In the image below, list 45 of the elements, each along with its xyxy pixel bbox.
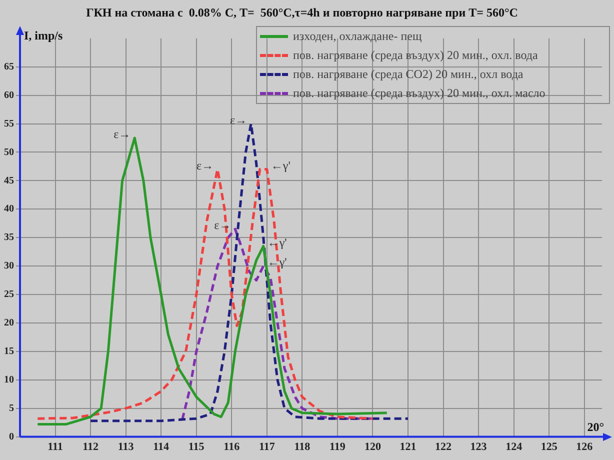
y-tick-label: 5 [9,402,14,414]
annotation: ←γ' [270,158,290,172]
x-tick-label: 111 [48,441,63,454]
y-tick-label: 30 [4,260,14,272]
x-tick-label: 113 [118,441,134,454]
x-axis-title: 20° [587,420,604,434]
legend-label: пов. нагряване (среда въздух) 20 мин., охл. масло [293,86,546,101]
y-tick-label: 35 [4,232,14,244]
x-tick-label: 116 [224,441,240,454]
y-tick-label: 15 [4,346,14,358]
y-tick-label: 60 [4,90,14,101]
annotation: ε→ [196,158,214,172]
x-tick-label: 120 [364,441,382,454]
annotation: ←γ' [267,235,287,250]
y-tick-label: 25 [4,289,14,300]
x-tick-label: 124 [506,441,523,454]
y-tick-label: 45 [4,175,14,186]
chart-title: ГКН на стомана с 0.08% С, Т= 560°С,τ=4h и повторно нагряване при Т= 560°С [86,5,518,20]
x-tick-label: 119 [330,441,346,454]
y-tick-label: 65 [4,61,14,72]
legend-label: пов. нагряване (среда CO2) 20 мин., охл вода [293,67,524,82]
x-tick-label: 114 [153,441,170,454]
x-tick-label: 125 [540,441,558,454]
line-series [89,122,410,422]
y-axis-title: I, imp/s [24,28,64,42]
x-tick-label: 115 [188,441,205,454]
x-tick-label: 117 [258,441,276,454]
y-tick-label: 40 [4,204,14,215]
y-tick-label: 55 [4,118,14,130]
annotation: ε→ [230,112,248,127]
legend-label: изходен, охлаждане- пещ [293,29,422,44]
annotation: ←γ' [267,255,287,270]
legend-label: пов. нагряване (среда въздух) 20 мин., охл. вода [293,48,538,63]
annotation: ε→ [214,218,232,232]
x-tick-label: 122 [435,441,452,454]
x-tick-label: 118 [294,441,311,454]
x-tick-label: 112 [82,441,99,454]
y-tick-label: 50 [4,146,14,158]
y-tick-label: 20 [4,318,14,329]
annotation: ε→ [114,127,131,142]
x-tick-label: 123 [470,441,488,454]
y-tick-label: 10 [4,374,14,386]
x-tick-label: 126 [576,441,594,454]
y-tick-label: 0 [9,431,14,442]
x-tick-label: 121 [400,441,416,454]
